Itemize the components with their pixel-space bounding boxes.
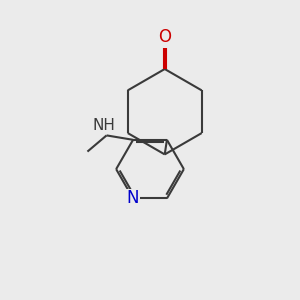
Text: N: N	[127, 190, 139, 208]
Text: O: O	[158, 28, 171, 46]
Text: NH: NH	[93, 118, 116, 133]
